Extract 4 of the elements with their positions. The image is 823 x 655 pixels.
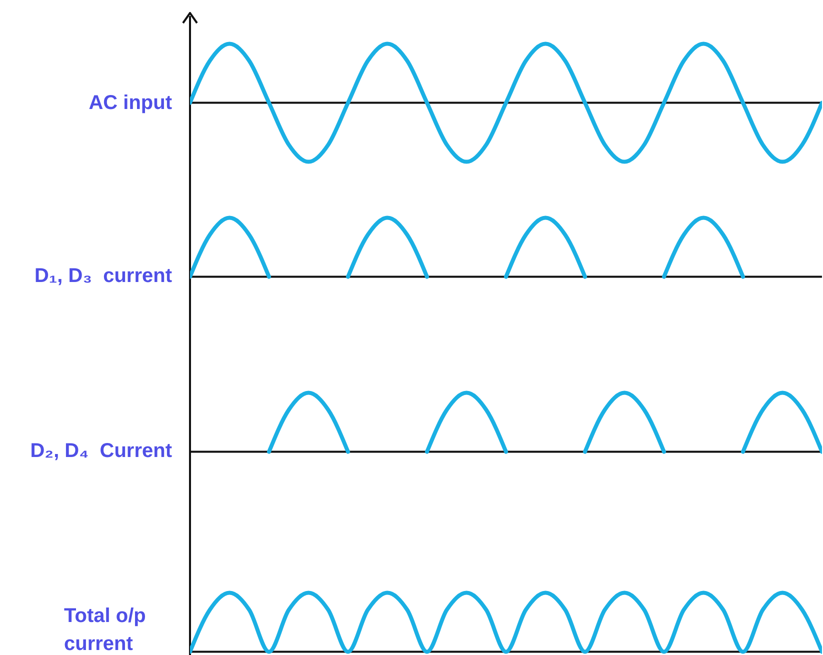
y-axis-title: Total o/p current: [64, 604, 147, 655]
y-axis-title: D₁, D₃ current: [33, 265, 172, 288]
y-axis-title: AC input: [88, 92, 172, 115]
y-axis-title: D₂, D₄ Current: [29, 440, 172, 463]
